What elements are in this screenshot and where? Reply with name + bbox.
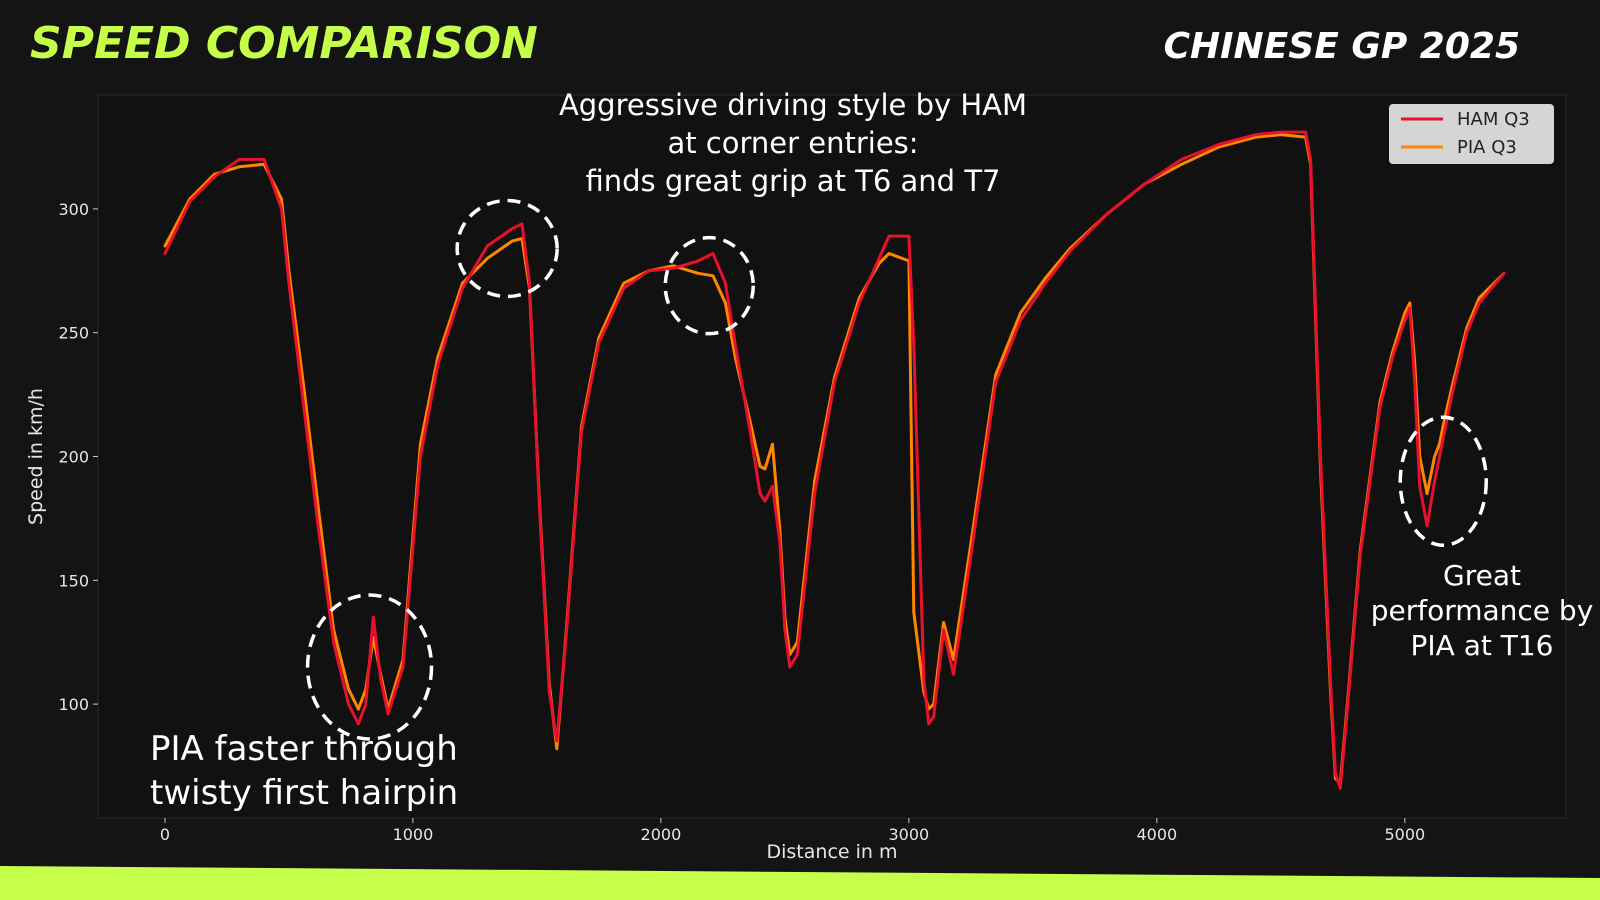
x-axis-label: Distance in m <box>767 841 898 863</box>
x-tick-label: 2000 <box>641 825 682 844</box>
x-tick-label: 1000 <box>393 825 434 844</box>
y-tick-label: 200 <box>58 448 89 467</box>
y-axis-label: Speed in km/h <box>25 388 47 525</box>
y-tick-label: 250 <box>58 324 89 343</box>
x-tick-label: 0 <box>160 825 170 844</box>
x-tick-label: 4000 <box>1136 825 1177 844</box>
legend-label: PIA Q3 <box>1457 137 1517 158</box>
highlight-circle <box>305 593 434 741</box>
annotation-line: PIA at T16 <box>1411 629 1554 662</box>
highlight-circle <box>663 235 756 336</box>
page-title: SPEED COMPARISON <box>30 18 538 69</box>
page-subtitle: CHINESE GP 2025 <box>1163 26 1520 67</box>
x-tick-label: 5000 <box>1384 825 1425 844</box>
highlight-circle <box>455 198 559 299</box>
y-tick-label: 300 <box>58 200 89 219</box>
legend-label: HAM Q3 <box>1457 109 1530 130</box>
annotations: Aggressive driving style by HAM at corner… <box>150 88 1593 813</box>
annotation-line: PIA faster through <box>150 729 458 769</box>
highlight-circle <box>1398 415 1489 548</box>
series-lines <box>163 130 1506 790</box>
x-tick-label: 3000 <box>889 825 930 844</box>
series-line-ham-q3 <box>163 130 1506 790</box>
annotation-line: performance by <box>1371 594 1594 627</box>
highlight-circles <box>305 198 1489 741</box>
annotation-line: Aggressive driving style by HAM <box>559 88 1027 122</box>
annotation-line: twisty first hairpin <box>150 773 458 813</box>
y-axis: 100 150 200 250 300 <box>58 200 98 714</box>
annotation-t16: Great performance by PIA at T16 <box>1371 559 1594 662</box>
annotation-t6t7: Aggressive driving style by HAM at corner… <box>559 88 1027 198</box>
x-axis: 0 1000 2000 3000 4000 5000 <box>160 818 1425 844</box>
y-tick-label: 100 <box>58 695 89 714</box>
annotation-hairpin: PIA faster through twisty first hairpin <box>150 729 458 813</box>
annotation-line: finds great grip at T6 and T7 <box>586 164 1001 198</box>
y-tick-label: 150 <box>58 571 89 590</box>
annotation-line: at corner entries: <box>667 126 918 160</box>
accent-band <box>0 866 1600 900</box>
annotation-line: Great <box>1443 559 1521 592</box>
legend: HAM Q3 PIA Q3 <box>1389 104 1554 164</box>
